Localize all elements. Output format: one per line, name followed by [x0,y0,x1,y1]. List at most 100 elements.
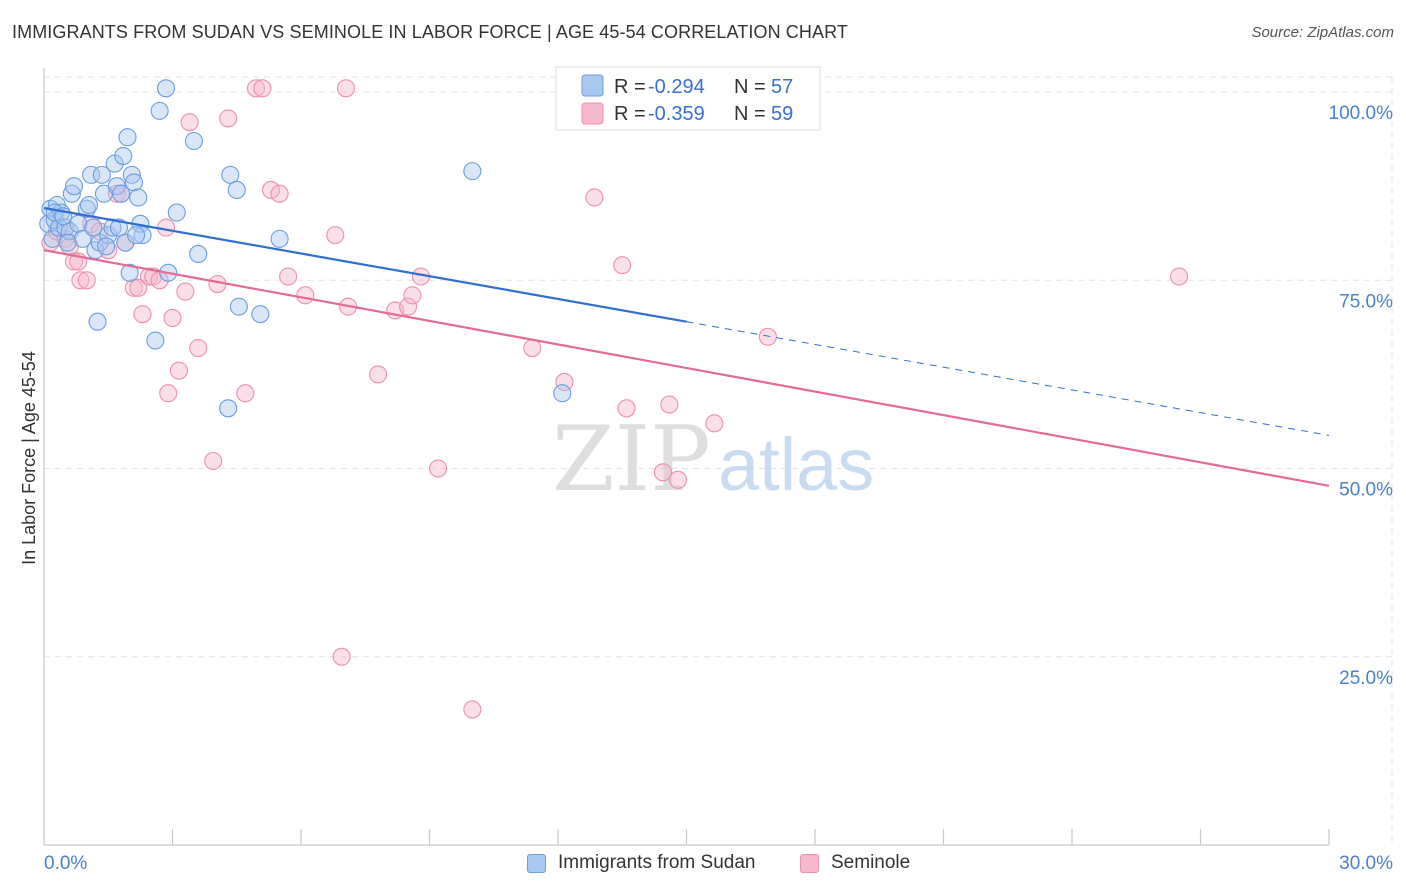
bottom-legend-item-seminole[interactable]: Seminole [800,852,910,874]
legend-r-value-2: -0.359 [648,103,705,125]
seminole-point-47 [463,700,482,719]
sudan-point-41 [184,131,203,151]
sudan-point-9 [62,184,81,203]
y-tick-label-50: 50.0% [1339,480,1393,501]
sudan-point-46 [229,297,248,316]
sudan-point-26 [112,184,131,203]
y-tick-label-100: 100.0% [1329,103,1394,124]
seminole-point-38 [336,79,356,98]
seminole-point-53 [653,463,672,482]
legend-box: R = -0.294 N = 57 R = -0.359 N = 59 [555,66,821,131]
sudan-trend-extension [686,321,1330,436]
legend-r-value-1: -0.294 [648,76,705,98]
legend-r-label-2: R = [614,103,646,125]
sudan-point-28 [116,233,135,252]
sudan-point-40 [167,203,186,222]
legend-swatch-sudan [581,74,604,97]
chart-source: Source: ZipAtlas.com [1251,24,1394,41]
sudan-point-10 [64,177,84,196]
seminole-point-50 [585,188,604,207]
seminole-point-46 [429,459,448,478]
seminole-point-40 [326,226,345,245]
seminole-point-35 [279,267,298,286]
sudan-point-30 [120,263,139,282]
seminole-points [41,79,1189,719]
legend-r-label-1: R = [614,76,646,98]
y-tick-label-25: 25.0% [1339,668,1393,689]
chart-title: IMMIGRANTS FROM SUDAN VS SEMINOLE IN LAB… [12,22,848,42]
seminole-point-48 [523,339,542,358]
seminole-point-51 [613,256,632,275]
seminole-point-31 [246,79,266,98]
seminole-point-43 [399,297,418,316]
seminole-point-6 [71,271,90,290]
seminole-point-15 [129,278,148,297]
seminole-point-41 [369,365,388,384]
sudan-point-53 [58,233,77,252]
seminole-point-27 [204,451,223,471]
bottom-legend: Immigrants from Sudan Seminole [0,852,1406,878]
sudan-point-17 [88,312,107,331]
sudan-points [39,79,572,418]
seminole-point-11 [107,184,126,203]
seminole-point-37 [332,647,351,666]
y-tick-labels: 25.0% 50.0% 75.0% 100.0% [1329,103,1394,689]
seminole-point-24 [176,282,195,301]
sudan-point-29 [118,128,137,147]
bottom-legend-label-seminole: Seminole [831,852,911,873]
sudan-point-43 [219,399,238,418]
seminole-point-22 [163,308,182,327]
seminole-trend-line [43,249,1330,487]
trend-lines [43,206,1330,487]
seminole-point-16 [133,305,152,324]
seminole-point-49 [555,372,574,391]
sudan-point-44 [221,165,240,184]
sudan-point-31 [122,165,141,184]
seminole-point-32 [253,79,272,98]
sudan-point-55 [97,237,116,256]
bottom-legend-swatch-sudan [527,853,546,873]
seminole-point-54 [660,395,679,414]
seminole-point-17 [139,267,158,286]
legend-n-label-1: N = [734,76,766,98]
x-tick-label-min: 0.0% [44,853,87,874]
bottom-legend-label-sudan: Immigrants from Sudan [558,852,756,873]
seminole-point-26 [189,339,208,358]
sudan-point-2 [43,229,62,248]
watermark-atlas: atlas [718,423,874,506]
sudan-point-56 [127,226,146,245]
sudan-point-32 [124,173,143,192]
sudan-point-42 [189,244,208,263]
watermark: ZIP atlas [552,407,874,512]
sudan-point-48 [270,229,289,248]
sudan-point-15 [82,165,101,184]
seminole-point-25 [180,113,199,132]
legend-n-label-2: N = [734,103,766,125]
sudan-point-38 [157,79,176,98]
sudan-point-49 [463,162,482,181]
watermark-zip: ZIP [552,407,711,512]
seminole-point-44 [403,286,422,305]
bottom-legend-swatch-seminole [800,853,819,873]
bottom-legend-item-sudan[interactable]: Immigrants from Sudan [527,852,755,874]
seminole-point-55 [668,470,687,489]
sudan-point-14 [79,195,99,215]
sudan-point-5 [49,218,69,237]
sudan-point-37 [150,101,169,120]
legend-n-value-2: 59 [771,103,793,125]
grid [44,76,1393,845]
sudan-point-12 [73,229,92,248]
sudan-point-36 [146,331,165,350]
seminole-point-29 [219,109,238,128]
seminole-point-7 [77,271,96,290]
seminole-point-57 [758,327,777,346]
seminole-point-34 [270,184,289,203]
seminole-point-36 [296,286,315,305]
seminole-point-23 [169,361,188,380]
sudan-point-47 [251,305,270,324]
sudan-point-25 [109,218,129,237]
sudan-point-27 [114,147,133,166]
axes [43,68,1330,846]
seminole-point-14 [124,278,143,297]
